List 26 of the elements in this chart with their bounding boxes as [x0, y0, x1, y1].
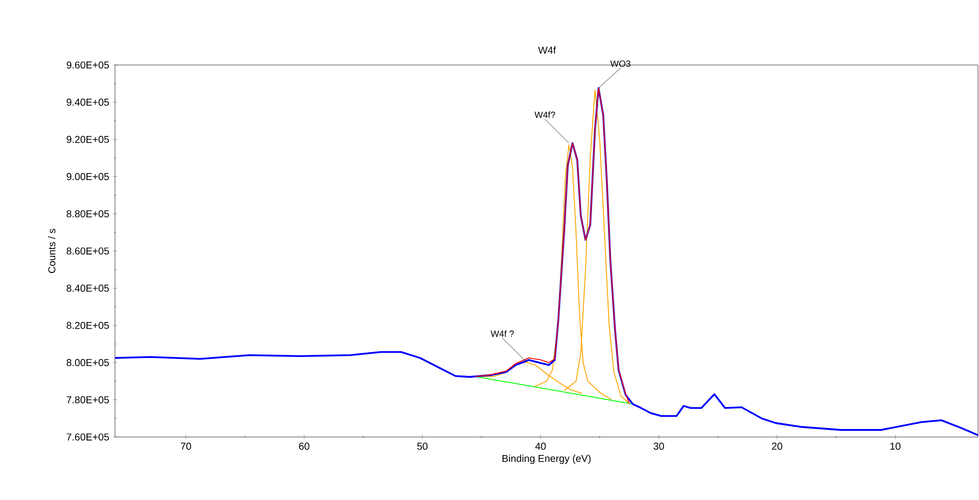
y-tick-label: 8.80E+05	[66, 210, 109, 218]
line-series	[475, 88, 630, 404]
y-tick-label: 9.00E+05	[66, 173, 109, 180]
annotation: W4f ?	[490, 330, 514, 337]
y-tick-label: 9.60E+05	[66, 61, 109, 69]
line-series	[114, 87, 979, 436]
x-tick-label: 30	[654, 442, 664, 450]
y-tick-label: 7.80E+05	[66, 396, 109, 404]
x-tick-label: 20	[772, 442, 782, 450]
y-tick-label: 8.60E+05	[66, 247, 109, 255]
x-tick-label: 60	[299, 442, 310, 450]
y-tick-label: 8.40E+05	[66, 284, 109, 292]
y-tick-label: 9.40E+05	[66, 98, 109, 106]
chart-title: W4f	[538, 46, 556, 54]
x-tick-label: 50	[417, 442, 428, 450]
x-tick-label: 40	[535, 442, 546, 450]
x-tick-label: 10	[890, 442, 900, 450]
y-tick-label: 7.60E+05	[66, 433, 109, 441]
x-tick-label: 70	[180, 442, 192, 450]
x-axis-title: Binding Energy (eV)	[502, 454, 591, 464]
annotation: W4f?	[534, 111, 556, 118]
y-axis-title: Counts / s	[48, 228, 56, 273]
annotation: WO3	[610, 60, 630, 67]
y-tick-label: 8.00E+05	[66, 359, 109, 366]
y-tick-label: 9.20E+05	[66, 136, 109, 143]
y-tick-label: 8.20E+05	[66, 322, 109, 329]
